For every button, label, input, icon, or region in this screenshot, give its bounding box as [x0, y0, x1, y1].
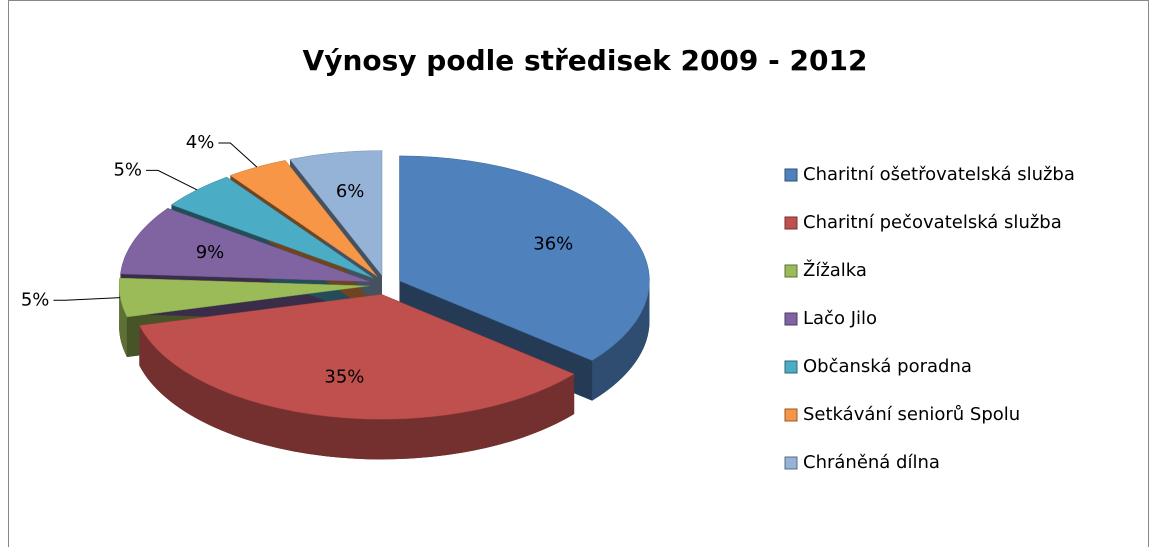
legend-marker: [784, 456, 798, 470]
data-label: 36%: [533, 234, 573, 255]
data-label: 9%: [196, 242, 225, 263]
data-label: 4%: [186, 132, 215, 153]
legend-label: Lačo Jilo: [803, 308, 877, 329]
leader-line: [53, 297, 121, 301]
leader-line: [218, 142, 258, 168]
data-label: 6%: [336, 181, 365, 202]
chart-title: Výnosy podle středisek 2009 - 2012: [303, 44, 868, 77]
slice: [138, 294, 575, 420]
legend-marker: [784, 408, 798, 422]
slice-side: [592, 280, 650, 401]
legend-label: Setkávání seniorů Spolu: [803, 404, 1020, 425]
slice-side: [119, 285, 127, 357]
slice: [120, 207, 371, 282]
legend-marker: [784, 168, 798, 182]
data-label: 5%: [113, 159, 142, 180]
legend-marker: [784, 264, 798, 278]
data-label: 5%: [21, 289, 50, 310]
legend-label: Charitní ošetřovatelská služba: [803, 164, 1075, 185]
slice: [170, 176, 374, 279]
slice-side: [139, 325, 575, 460]
slice: [399, 155, 650, 361]
slice: [229, 160, 378, 277]
legend-label: Občanská poradna: [803, 356, 972, 377]
leader-line: [146, 169, 198, 191]
legend-marker: [784, 312, 798, 326]
legend-label: Chráněná dílna: [803, 452, 940, 473]
legend-marker: [784, 360, 798, 374]
legend-label: Žížalka: [803, 259, 867, 281]
legend-marker: [784, 216, 798, 230]
legend-label: Charitní pečovatelská služba: [803, 212, 1062, 233]
slice: [289, 150, 383, 277]
data-label: 35%: [324, 366, 364, 387]
